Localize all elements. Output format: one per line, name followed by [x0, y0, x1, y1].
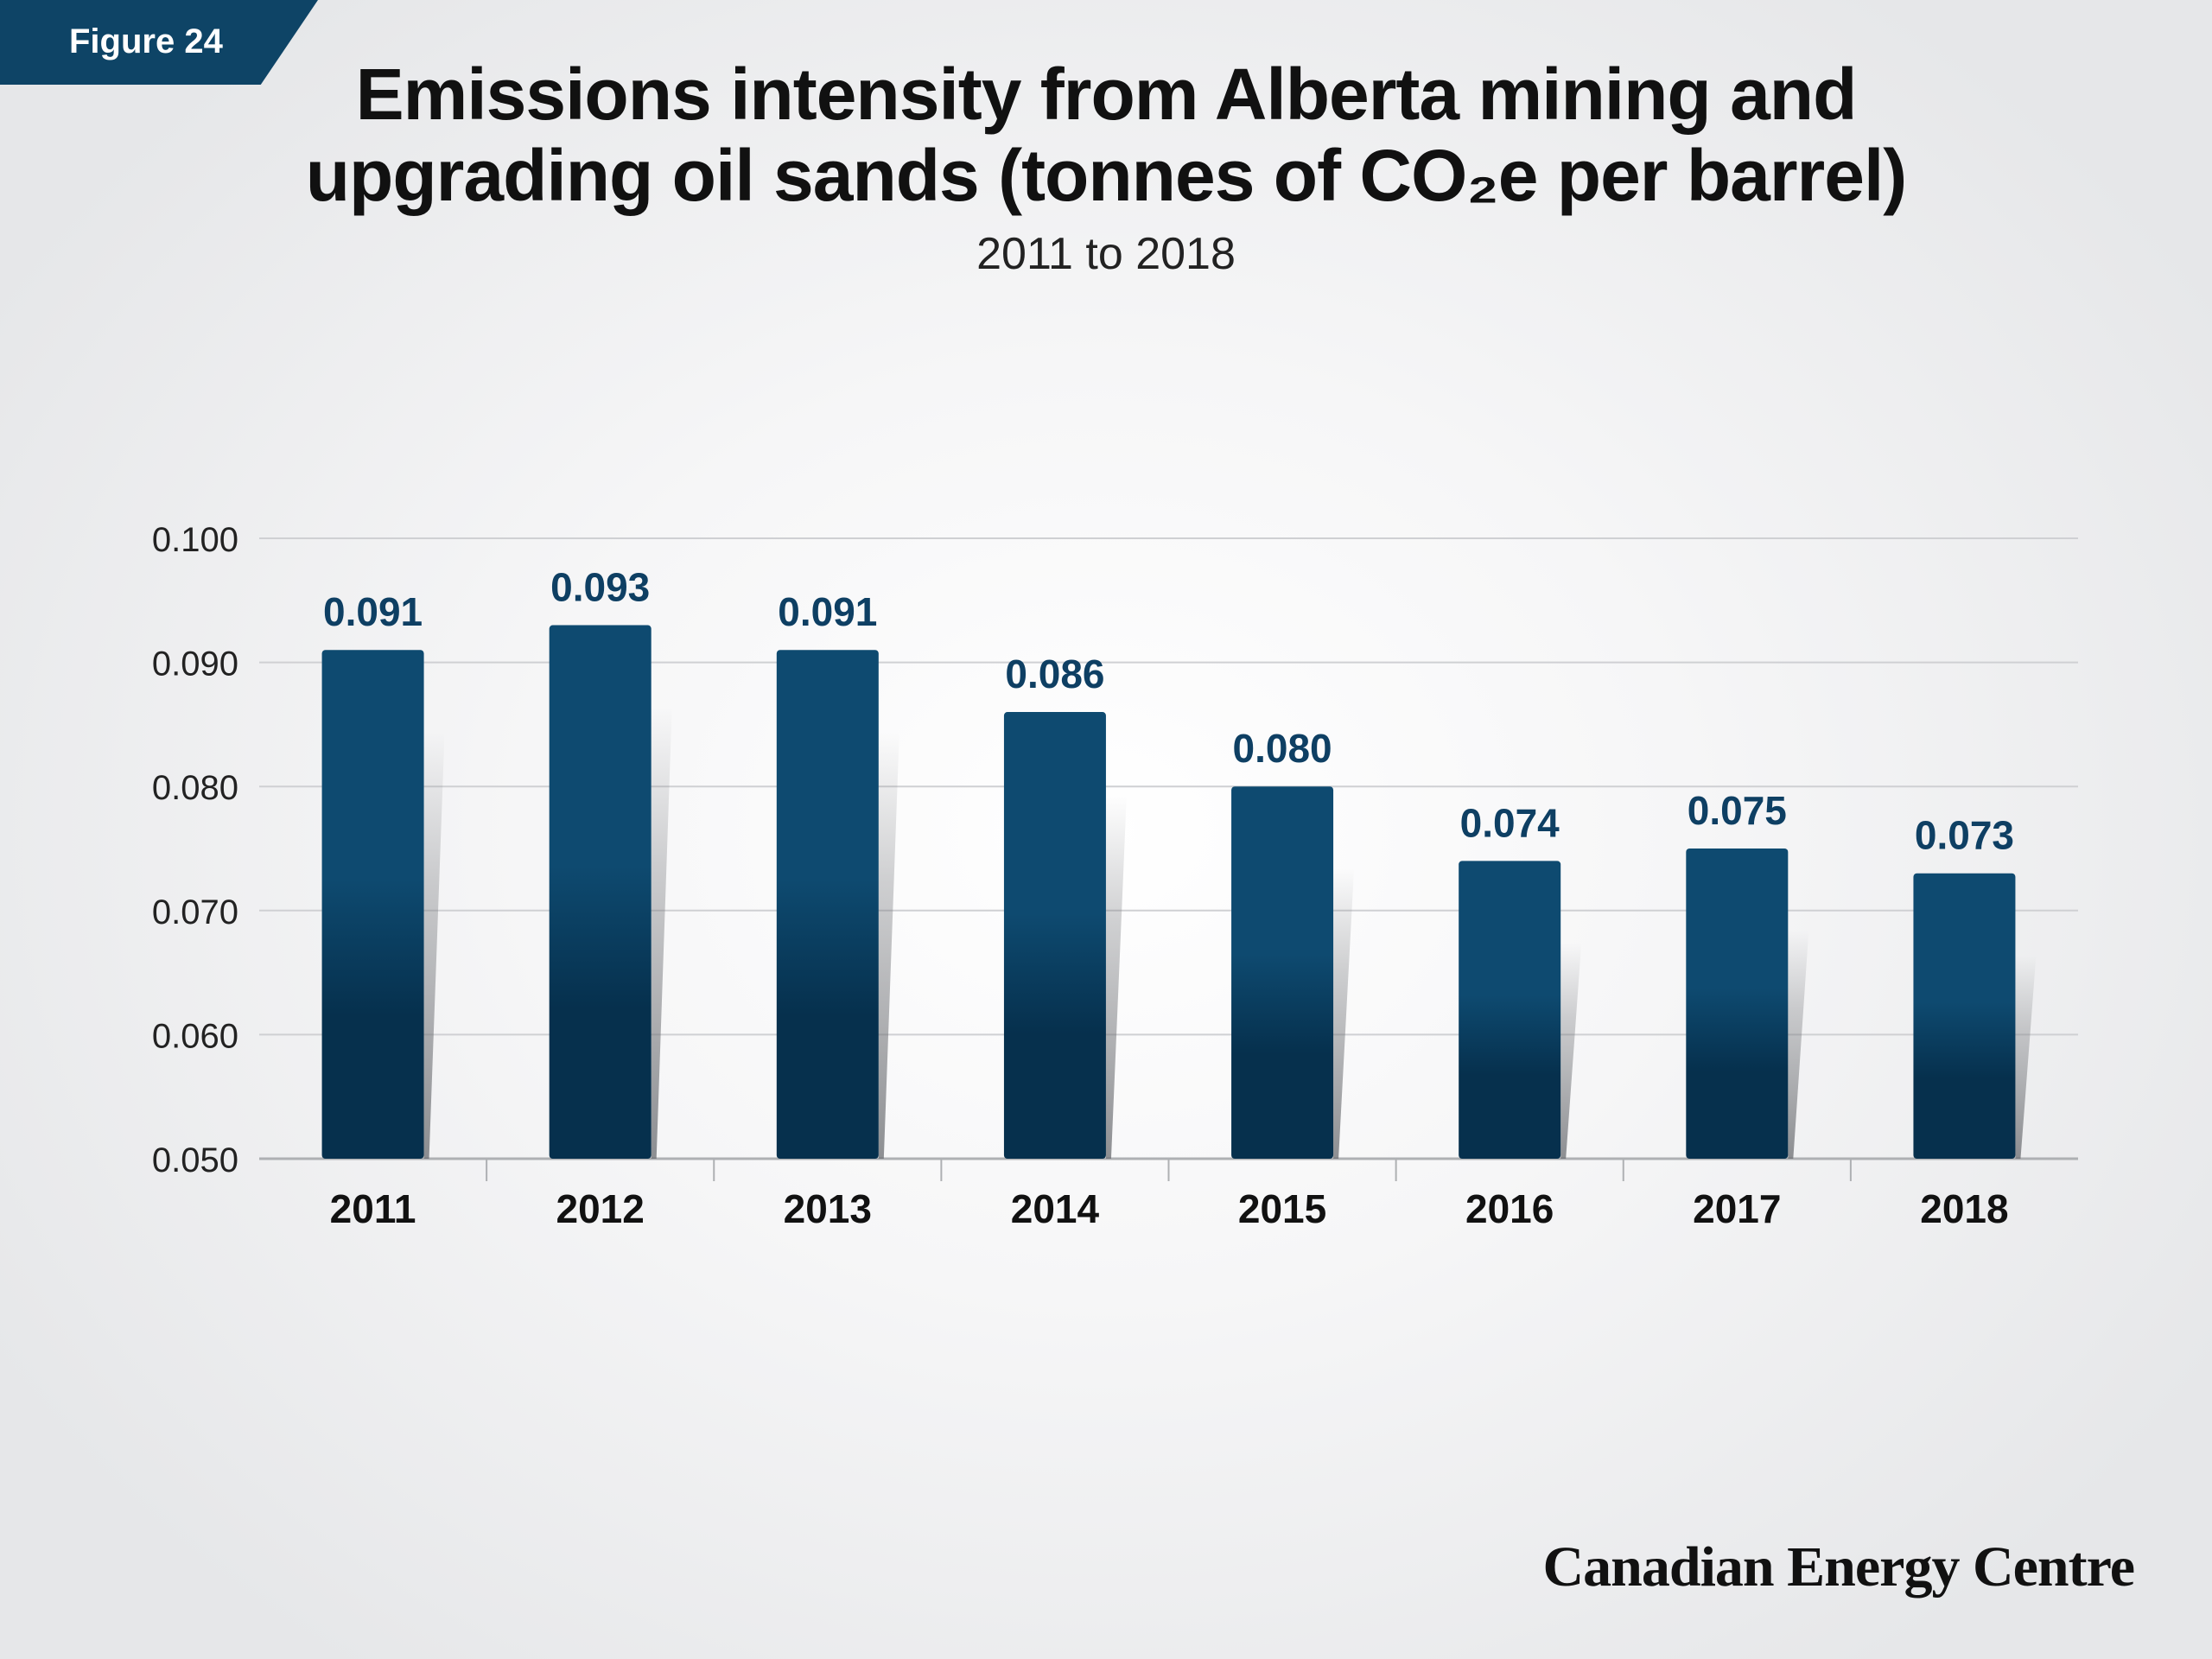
- bar-2016: [1459, 861, 1561, 1159]
- brand-logo: Canadian Energy Centre: [1542, 1535, 2135, 1599]
- figure-label: Figure 24: [69, 22, 223, 60]
- x-tick-label: 2011: [330, 1186, 416, 1231]
- data-label: 0.093: [550, 565, 650, 610]
- chart-title-line-1: Emissions intensity from Alberta mining …: [355, 54, 1858, 135]
- bar-2014: [1003, 712, 1106, 1159]
- bar-shadow: [651, 707, 672, 1159]
- bar-shadow: [1333, 868, 1355, 1159]
- x-tick-label: 2013: [784, 1186, 872, 1231]
- y-tick-label: 0.100: [152, 521, 238, 559]
- y-tick-label: 0.060: [152, 1017, 238, 1055]
- y-tick-label: 0.050: [152, 1141, 238, 1179]
- bar-2015: [1231, 786, 1334, 1159]
- x-tick-label: 2012: [556, 1186, 645, 1231]
- data-label: 0.086: [1005, 652, 1104, 696]
- bar-shadow: [423, 732, 445, 1159]
- data-label: 0.091: [778, 589, 877, 634]
- bar-shadow: [2015, 955, 2037, 1159]
- x-tick-label: 2018: [1920, 1186, 2008, 1231]
- x-tick-label: 2017: [1693, 1186, 1781, 1231]
- bar-shadow: [1788, 931, 1809, 1159]
- data-label: 0.075: [1688, 788, 1787, 833]
- x-tick-label: 2014: [1011, 1186, 1100, 1231]
- data-label: 0.091: [323, 589, 423, 634]
- chart-title: Emissions intensity from Alberta mining …: [0, 54, 2212, 216]
- data-label: 0.073: [1915, 813, 2014, 858]
- bar-shadow: [878, 732, 899, 1159]
- y-tick-label: 0.070: [152, 893, 238, 931]
- bar-2013: [776, 650, 879, 1159]
- bar-shadow: [1105, 794, 1127, 1159]
- chart-title-line-2: upgrading oil sands (tonnes of CO₂e per …: [305, 135, 1908, 216]
- data-label: 0.074: [1460, 800, 1560, 845]
- bar-2012: [549, 625, 652, 1159]
- bar-2011: [321, 650, 424, 1159]
- y-tick-label: 0.090: [152, 645, 238, 683]
- y-tick-label: 0.080: [152, 769, 238, 807]
- figure-tag: [0, 0, 318, 85]
- data-label: 0.080: [1233, 726, 1332, 771]
- bar-shadow: [1560, 943, 1582, 1159]
- chart-subtitle: 2011 to 2018: [976, 229, 1236, 279]
- x-tick-label: 2016: [1465, 1186, 1554, 1231]
- bar-2017: [1686, 849, 1789, 1159]
- x-tick-label: 2015: [1238, 1186, 1326, 1231]
- bar-2018: [1913, 873, 2016, 1159]
